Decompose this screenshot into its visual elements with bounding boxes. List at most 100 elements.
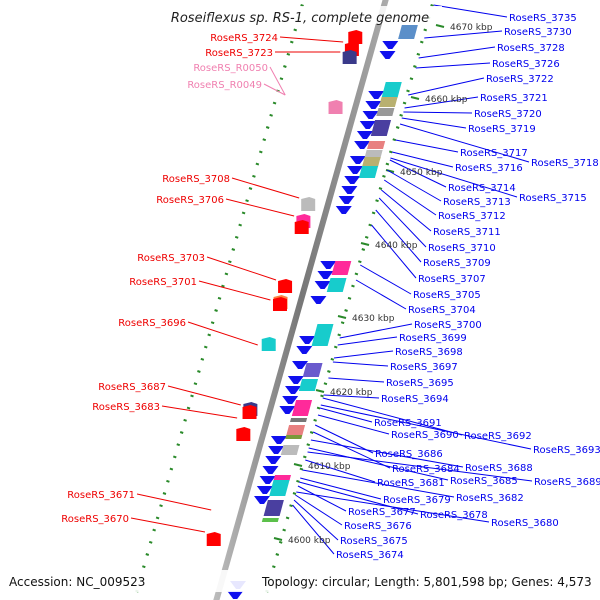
rna-label[interactable]: RoseRS_R0049 <box>187 80 262 91</box>
gene-label-reverse[interactable]: RoseRS_3694 <box>381 394 449 405</box>
gene-label-forward[interactable]: RoseRS_3703 <box>137 253 205 264</box>
gene-label-reverse[interactable]: RoseRS_3710 <box>428 243 496 254</box>
gene-block[interactable] <box>298 379 319 391</box>
gene-label-forward[interactable]: RoseRS_3687 <box>98 382 166 393</box>
gene-label-reverse[interactable]: RoseRS_3685 <box>450 476 518 487</box>
gene-block[interactable] <box>263 500 284 516</box>
gene-label-forward[interactable]: RoseRS_3696 <box>118 318 186 329</box>
gene-arrow-forward[interactable] <box>261 337 276 351</box>
gene-block[interactable] <box>285 435 303 439</box>
gene-label-reverse[interactable]: RoseRS_3719 <box>468 124 536 135</box>
gene-arrow-reverse[interactable] <box>256 486 273 494</box>
gene-label-forward[interactable]: RoseRS_3724 <box>210 33 278 44</box>
gene-arrow-reverse[interactable] <box>227 591 244 599</box>
gene-arrow-forward[interactable] <box>242 405 257 419</box>
gene-label-reverse[interactable]: RoseRS_3682 <box>456 493 524 504</box>
gene-block[interactable] <box>311 324 334 346</box>
gene-block[interactable] <box>398 25 418 39</box>
gene-label-reverse[interactable]: RoseRS_3709 <box>423 258 491 269</box>
gene-arrow-reverse[interactable] <box>285 386 302 394</box>
gene-label-reverse[interactable]: RoseRS_3674 <box>336 550 404 561</box>
gene-arrow-reverse[interactable] <box>287 376 304 384</box>
gene-label-reverse[interactable]: RoseRS_3735 <box>509 13 577 24</box>
gene-block[interactable] <box>261 518 279 522</box>
gene-arrow-reverse[interactable] <box>292 361 309 369</box>
gene-block[interactable] <box>370 120 392 136</box>
gene-block[interactable] <box>273 475 292 481</box>
gene-arrow-forward[interactable] <box>348 30 363 44</box>
gene-label-reverse[interactable]: RoseRS_3712 <box>438 211 506 222</box>
gene-arrow-reverse[interactable] <box>270 436 287 444</box>
gene-label-reverse[interactable]: RoseRS_3691 <box>374 418 442 429</box>
gene-arrow-reverse[interactable] <box>362 111 379 119</box>
gene-label-reverse[interactable]: RoseRS_3707 <box>418 274 486 285</box>
gene-label-reverse[interactable]: RoseRS_3726 <box>492 59 560 70</box>
gene-arrow-reverse[interactable] <box>347 166 364 174</box>
gene-arrow-reverse[interactable] <box>335 206 352 214</box>
gene-label-reverse[interactable]: RoseRS_3690 <box>391 430 459 441</box>
gene-label-reverse[interactable]: RoseRS_3705 <box>413 290 481 301</box>
gene-block[interactable] <box>381 82 402 98</box>
gene-arrow-forward[interactable] <box>236 427 251 441</box>
gene-label-reverse[interactable]: RoseRS_3695 <box>386 378 454 389</box>
gene-arrow-reverse[interactable] <box>262 466 279 474</box>
gene-label-reverse[interactable]: RoseRS_3718 <box>531 158 599 169</box>
gene-block[interactable] <box>280 445 300 455</box>
gene-arrow-reverse[interactable] <box>320 261 337 269</box>
gene-arrow-forward[interactable] <box>342 50 357 64</box>
rna-label[interactable]: RoseRS_R0050 <box>193 63 268 74</box>
gene-arrow-forward[interactable] <box>278 279 293 293</box>
gene-label-reverse[interactable]: RoseRS_3698 <box>395 347 463 358</box>
gene-arrow-reverse[interactable] <box>296 346 313 354</box>
gene-label-reverse[interactable]: RoseRS_3720 <box>474 109 542 120</box>
gene-arrow-reverse[interactable] <box>317 271 334 279</box>
gene-label-reverse[interactable]: RoseRS_3677 <box>348 507 416 518</box>
gene-label-reverse[interactable]: RoseRS_3721 <box>480 93 548 104</box>
gene-label-reverse[interactable]: RoseRS_3692 <box>464 431 532 442</box>
gene-block[interactable] <box>378 97 398 107</box>
gene-arrow-forward[interactable] <box>294 220 309 234</box>
gene-block[interactable] <box>269 480 290 496</box>
gene-label-reverse[interactable]: RoseRS_3714 <box>448 183 516 194</box>
gene-arrow-reverse[interactable] <box>368 91 385 99</box>
gene-label-reverse[interactable]: RoseRS_3700 <box>414 320 482 331</box>
gene-arrow-reverse[interactable] <box>344 176 361 184</box>
gene-arrow-reverse[interactable] <box>259 476 276 484</box>
gene-label-reverse[interactable]: RoseRS_3679 <box>383 495 451 506</box>
gene-label-reverse[interactable]: RoseRS_3715 <box>519 193 587 204</box>
gene-arrow-forward[interactable] <box>328 100 343 114</box>
gene-arrow-reverse[interactable] <box>279 406 296 414</box>
gene-label-reverse[interactable]: RoseRS_3686 <box>375 449 443 460</box>
gene-label-reverse[interactable]: RoseRS_3722 <box>486 74 554 85</box>
gene-arrow-reverse[interactable] <box>282 396 299 404</box>
gene-block[interactable] <box>286 425 306 435</box>
gene-block[interactable] <box>358 166 379 178</box>
gene-label-reverse[interactable]: RoseRS_3713 <box>443 197 511 208</box>
gene-label-reverse[interactable]: RoseRS_3730 <box>504 27 572 38</box>
gene-arrow-reverse[interactable] <box>299 336 316 344</box>
gene-arrow-reverse[interactable] <box>382 41 399 49</box>
gene-label-reverse[interactable]: RoseRS_3716 <box>455 163 523 174</box>
gene-label-reverse[interactable]: RoseRS_3699 <box>399 333 467 344</box>
gene-arrow-forward[interactable] <box>206 532 221 546</box>
gene-arrow-reverse[interactable] <box>254 496 270 504</box>
gene-block[interactable] <box>302 363 323 377</box>
gene-arrow-reverse[interactable] <box>359 121 376 129</box>
gene-label-reverse[interactable]: RoseRS_3704 <box>408 305 476 316</box>
gene-arrow-reverse[interactable] <box>354 141 371 149</box>
gene-block[interactable] <box>367 141 386 149</box>
gene-block[interactable] <box>291 400 313 416</box>
gene-block[interactable] <box>290 418 308 422</box>
gene-arrow-reverse[interactable] <box>341 186 358 194</box>
gene-label-reverse[interactable]: RoseRS_3684 <box>392 464 460 475</box>
gene-label-forward[interactable]: RoseRS_3723 <box>205 48 273 59</box>
gene-label-reverse[interactable]: RoseRS_3688 <box>465 463 533 474</box>
gene-arrow-reverse[interactable] <box>310 296 327 304</box>
gene-arrow-reverse[interactable] <box>314 281 331 289</box>
gene-label-forward[interactable]: RoseRS_3683 <box>92 402 160 413</box>
gene-label-reverse[interactable]: RoseRS_3697 <box>390 362 458 373</box>
gene-block[interactable] <box>361 157 381 167</box>
gene-label-forward[interactable]: RoseRS_3701 <box>129 277 197 288</box>
gene-label-forward[interactable]: RoseRS_3671 <box>67 490 135 501</box>
gene-block[interactable] <box>326 278 347 292</box>
